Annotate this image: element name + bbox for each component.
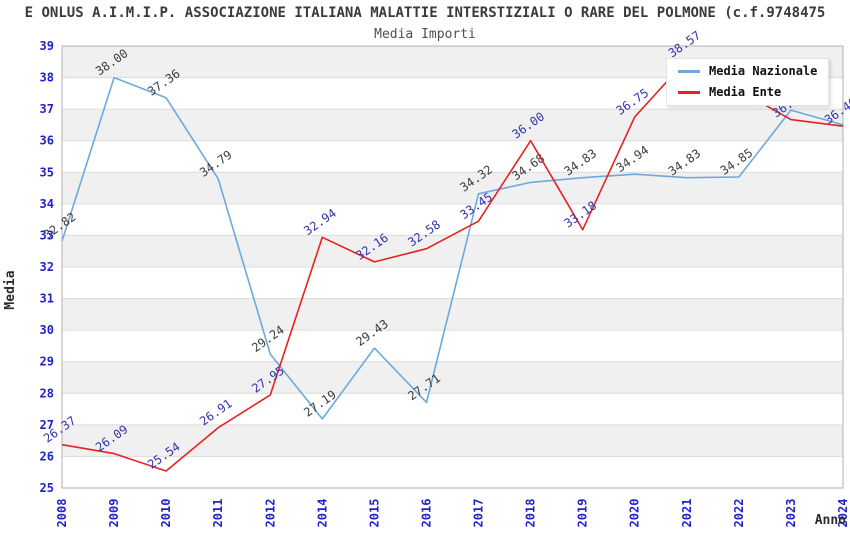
y-tick-label: 35 [40,165,54,179]
y-tick-label: 27 [40,418,54,432]
ente-line-swatch-icon [678,90,700,94]
x-tick-label: 2012 [263,499,277,528]
data-label: 34.94 [614,143,652,175]
x-tick-label: 2024 [836,499,850,528]
x-tick-label: 2015 [367,499,381,528]
x-tick-label: 2010 [159,499,173,528]
plot-band [62,424,843,457]
x-tick-label: 2022 [732,499,746,528]
plot-band [62,361,843,394]
plot-band [62,109,843,141]
y-tick-label: 32 [40,260,54,274]
x-tick-label: 2020 [628,499,642,528]
data-label: 26.91 [197,396,235,428]
data-label: 32.94 [301,206,339,238]
y-tick-label: 29 [40,355,54,369]
x-tick-label: 2017 [472,499,486,528]
nazionale-line-swatch-icon [678,69,700,73]
x-axis-title: Anno [815,513,846,528]
y-tick-label: 30 [40,323,54,337]
y-tick-label: 34 [40,197,54,211]
legend-label: Media Nazionale [709,64,818,78]
x-tick-label: 2011 [211,499,225,528]
x-tick-label: 2021 [680,499,694,528]
legend-item-media-nazionale: Media Nazionale [678,64,817,78]
legend-label: Media Ente [709,85,782,99]
legend-item-media-ente: Media Ente [678,85,817,99]
y-axis-title: Media [3,270,18,309]
plot-band [62,235,843,267]
y-tick-label: 25 [40,481,54,495]
plot-border [61,45,844,489]
x-tick-label: 2023 [784,499,798,528]
x-tick-label: 2014 [315,499,329,528]
x-tick-label: 2008 [55,499,69,528]
y-tick-label: 31 [40,292,54,306]
x-tick-label: 2009 [107,499,121,528]
x-tick-label: 2018 [524,499,538,528]
x-tick-label: 2019 [576,499,590,528]
y-tick-label: 39 [40,39,54,53]
series-line-media-nazionale [61,76,844,420]
plot-band [62,298,843,331]
chart-subtitle: Media Importi [374,27,476,42]
y-tick-label: 38 [40,71,54,85]
chart-legend: Media Nazionale Media Ente [666,58,830,106]
y-tick-label: 28 [40,386,54,400]
x-tick-label: 2016 [419,499,433,528]
y-tick-label: 33 [40,228,54,242]
y-tick-label: 26 [40,449,54,463]
y-tick-label: 36 [40,134,54,148]
chart-title: E ONLUS A.I.M.I.P. ASSOCIAZIONE ITALIANA… [24,5,826,21]
y-tick-label: 37 [40,102,54,116]
